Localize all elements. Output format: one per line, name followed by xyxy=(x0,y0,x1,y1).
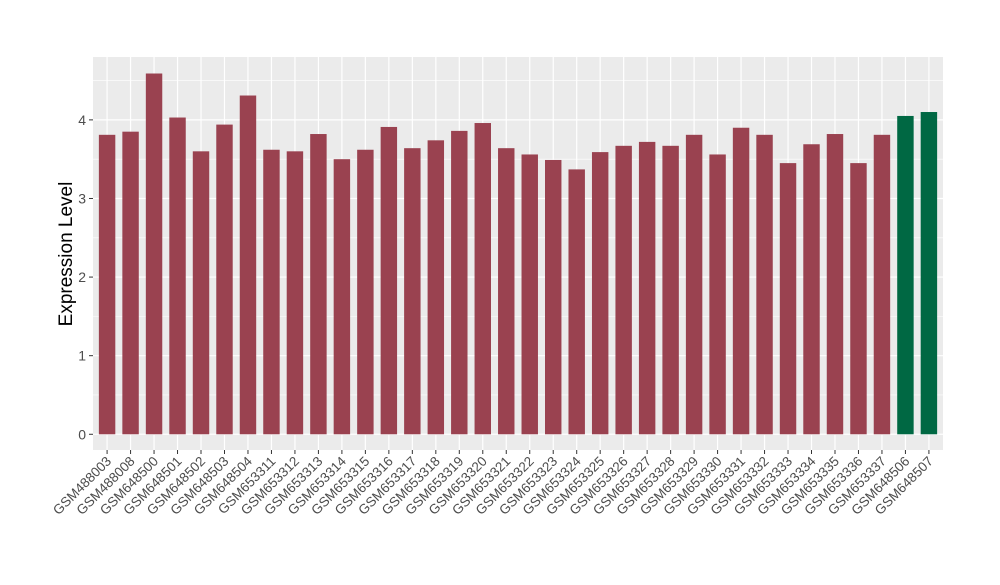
y-tick-label: 1 xyxy=(78,348,86,364)
bar-GSM648507 xyxy=(920,112,938,435)
bar-GSM653334 xyxy=(803,144,820,435)
bar-GSM653326 xyxy=(615,145,632,435)
bar-GSM653327 xyxy=(638,141,656,435)
y-tick-label: 0 xyxy=(78,426,86,442)
bar-GSM653328 xyxy=(662,145,679,435)
bar-GSM653333 xyxy=(779,163,797,435)
bar-GSM653312 xyxy=(286,151,304,435)
bar-GSM648504 xyxy=(239,95,257,435)
bar-GSM653337 xyxy=(873,134,891,435)
bar-GSM653323 xyxy=(545,159,562,435)
bars xyxy=(98,73,938,435)
bar-GSM653329 xyxy=(685,134,703,435)
bar-GSM653335 xyxy=(826,134,844,435)
bar-GSM653320 xyxy=(474,123,491,435)
bar-GSM653314 xyxy=(333,159,351,435)
y-axis-label: Expression Level xyxy=(56,182,77,327)
bar-GSM653311 xyxy=(263,149,280,435)
bar-GSM648503 xyxy=(216,124,233,435)
x-axis: GSM488003GSM488008GSM648500GSM648501GSM6… xyxy=(50,450,936,518)
bar-GSM648502 xyxy=(192,151,210,435)
plot-panel xyxy=(93,57,943,450)
bar-GSM653317 xyxy=(404,148,421,435)
bar-GSM653325 xyxy=(591,152,609,435)
bar-GSM653318 xyxy=(427,140,445,435)
bar-GSM653336 xyxy=(850,163,867,435)
bar-GSM653324 xyxy=(568,169,585,435)
bar-GSM653313 xyxy=(310,134,327,435)
bar-GSM488003 xyxy=(98,134,116,435)
bar-GSM653315 xyxy=(357,149,374,435)
y-axis: 0 1 2 3 4 xyxy=(78,112,93,442)
bar-GSM653330 xyxy=(709,154,726,435)
bar-GSM653321 xyxy=(498,148,515,435)
bar-GSM488008 xyxy=(122,131,139,435)
bar-GSM653332 xyxy=(756,134,773,435)
y-tick-label: 3 xyxy=(78,190,86,206)
bar-GSM648506 xyxy=(897,115,914,435)
bar-GSM648501 xyxy=(169,117,186,435)
bar-GSM653322 xyxy=(521,154,538,435)
bar-GSM653316 xyxy=(380,126,398,435)
bar-GSM648500 xyxy=(145,73,163,435)
bar-GSM653319 xyxy=(451,130,468,435)
bar-GSM653331 xyxy=(732,127,750,435)
y-tick-label: 2 xyxy=(78,269,86,285)
y-tick-label: 4 xyxy=(78,112,86,128)
